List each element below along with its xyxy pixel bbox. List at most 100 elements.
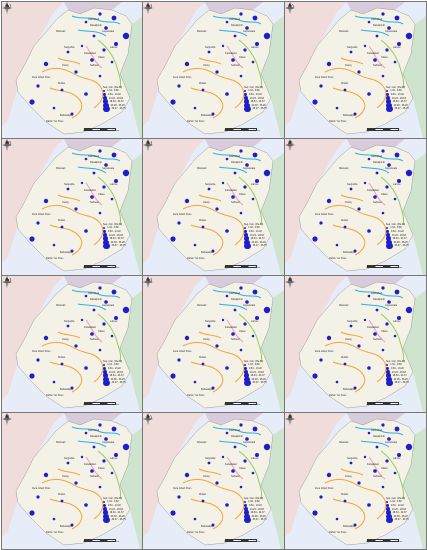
station-symbol (405, 306, 413, 314)
station-symbol (381, 211, 385, 215)
scale-bar-graphic (84, 128, 116, 132)
station-symbol (255, 179, 259, 183)
station-symbol (394, 426, 400, 432)
neighbor-region-west (285, 2, 347, 126)
place-label: Mianwali (339, 441, 349, 444)
station-symbol (239, 348, 243, 352)
station-symbol (74, 344, 78, 348)
station-symbol (104, 300, 108, 304)
legend-circle-icon (244, 513, 250, 520)
station-symbol (349, 50, 353, 54)
legend-circle-icon (386, 370, 390, 375)
river-blue (212, 15, 262, 25)
legend-item-label: 13.23 - 18.63 (108, 370, 123, 374)
legend-item: 13.23 - 18.63 (386, 96, 416, 101)
station-symbol (211, 386, 215, 390)
legend-circle-icon (244, 379, 251, 387)
place-label: Gujranwala (243, 304, 256, 307)
place-label: Jhang (203, 64, 210, 67)
place-label: Dera Ghazi Khan (173, 487, 192, 490)
place-label: Lahore (393, 183, 401, 186)
station-symbols (170, 286, 271, 390)
station-symbol (381, 149, 385, 153)
station-symbol (211, 523, 215, 527)
legend-item: 24.38 - 36.26 (386, 376, 416, 383)
place-label: Sahiwal (90, 201, 99, 204)
legend-circle-icon (244, 89, 247, 93)
legend-circle-icon (386, 510, 391, 516)
legend-item-label: 13.23 - 18.63 (108, 507, 123, 511)
station-symbol (349, 187, 353, 191)
station-symbol (326, 61, 332, 67)
legend-title: Sep. Con. (Pa.30) (244, 497, 264, 500)
station-symbol (170, 510, 176, 516)
station-symbol (252, 15, 258, 21)
river-green (238, 176, 262, 226)
legend-circle-icon (103, 373, 108, 379)
place-label: Okara (381, 193, 388, 196)
place-label: Jhang (203, 475, 210, 478)
station-symbol (43, 198, 49, 204)
place-label: Rawalpindi (373, 435, 385, 438)
station-symbol (74, 70, 78, 74)
place-label: Mianwali (56, 304, 66, 307)
legend-circle-icon (103, 363, 106, 367)
neighbor-region-west (2, 139, 64, 263)
north-arrow-icon (285, 139, 295, 151)
station-symbol (312, 510, 318, 516)
station-symbol (231, 195, 235, 199)
scale-bar-graphic (225, 265, 257, 269)
legend-circle-icon (103, 233, 107, 238)
place-label: Sahiwal (90, 338, 99, 341)
station-symbol (193, 517, 197, 521)
station-symbol (52, 106, 56, 110)
station-symbol (239, 12, 243, 16)
map-panel-i: Islamabad Rawalpindi Gujranwala Lahore Faisa… (284, 275, 427, 413)
river-orange (41, 478, 104, 520)
place-label: Bahawalpur (201, 388, 214, 391)
legend-item: 13.23 - 18.63 (244, 507, 274, 512)
legend-item-label: 9.81 - 13.22 (249, 503, 262, 507)
station-symbol (184, 198, 190, 204)
legend-item: 18.64 - 24.37 (103, 373, 133, 379)
place-label: Rahim Yar Khan (187, 531, 205, 534)
station-symbol (221, 44, 225, 48)
station-symbol (201, 225, 205, 229)
station-symbols (312, 423, 413, 527)
station-symbol (60, 225, 64, 229)
neighbor-region-north (64, 413, 122, 425)
river-orange (182, 478, 245, 520)
legend-circle-icon (244, 233, 248, 238)
place-label: Faisalabad (367, 189, 379, 192)
place-label: Islamabad (371, 18, 383, 21)
scale-bar: 0 50 100 200 km (366, 265, 413, 271)
neighbor-region-west (2, 276, 64, 400)
station-symbol (357, 70, 361, 74)
legend-item: 9.81 - 13.22 (103, 504, 133, 508)
station-symbol (243, 322, 247, 326)
place-label: Bahawalpur (60, 114, 73, 117)
river-orange (324, 204, 387, 246)
station-symbol (367, 294, 371, 298)
legend-circle-icon (244, 510, 249, 516)
legend-circle-icon (244, 370, 248, 375)
station-symbols (29, 149, 130, 253)
legend-circle-icon (386, 96, 390, 101)
station-symbol (201, 499, 205, 503)
scale-bar-graphic (367, 402, 399, 406)
legend-item: 13.23 - 18.63 (244, 96, 274, 101)
place-label: Sahiwal (90, 64, 99, 67)
place-label: Okara (381, 330, 388, 333)
station-symbol (92, 34, 96, 38)
river-green (238, 39, 262, 89)
station-symbol (111, 289, 117, 295)
legend-circle-icon (386, 513, 392, 520)
station-symbol (215, 70, 219, 74)
river-blue (218, 440, 248, 448)
legend-circle-icon (244, 376, 250, 383)
station-symbol (381, 348, 385, 352)
river-blue (360, 166, 390, 174)
